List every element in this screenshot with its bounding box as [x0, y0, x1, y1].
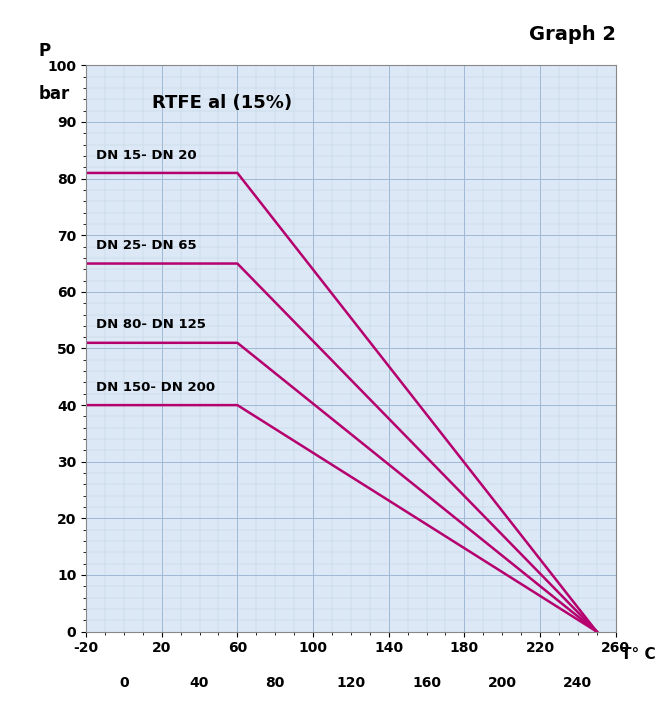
- Text: P: P: [38, 41, 50, 60]
- Text: DN 15- DN 20: DN 15- DN 20: [95, 149, 196, 162]
- Text: DN 80- DN 125: DN 80- DN 125: [95, 319, 205, 332]
- Text: DN 150- DN 200: DN 150- DN 200: [95, 380, 214, 393]
- Text: DN 25- DN 65: DN 25- DN 65: [95, 239, 196, 252]
- Text: bar: bar: [38, 85, 70, 103]
- Text: T° C: T° C: [621, 647, 655, 662]
- Text: RTFE al (15%): RTFE al (15%): [152, 94, 293, 112]
- Text: Graph 2: Graph 2: [529, 25, 616, 44]
